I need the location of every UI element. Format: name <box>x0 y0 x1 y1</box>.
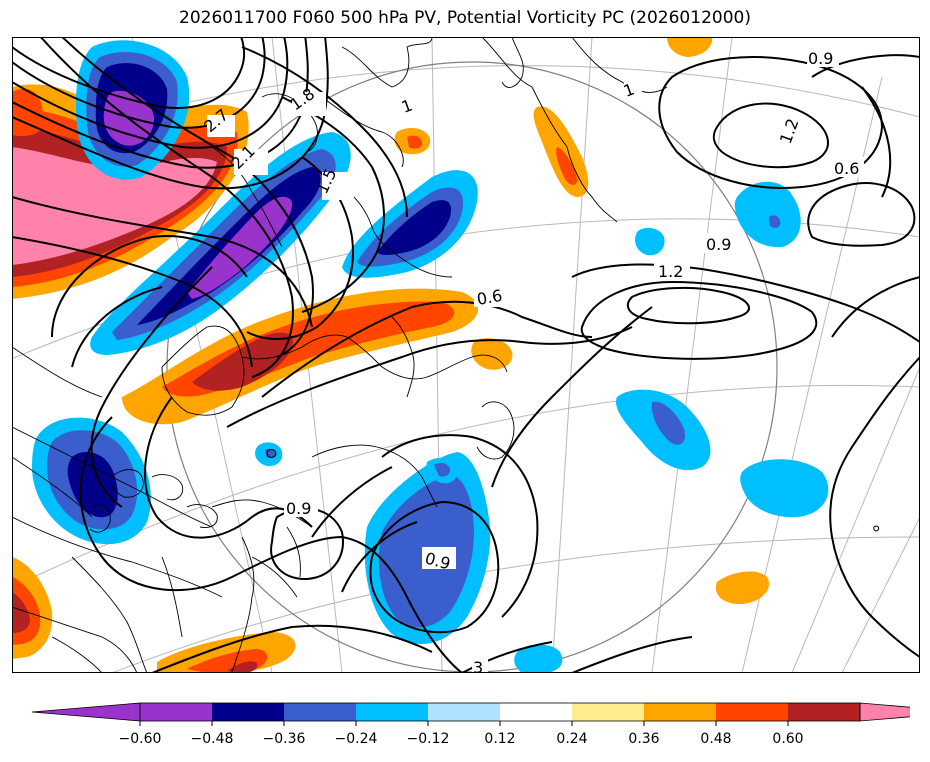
colorbar: −0.60 −0.48 −0.36 −0.24 −0.12 0.12 0.24 0.36 0.4… <box>31 702 910 747</box>
colorbar-bin <box>140 703 212 721</box>
colorbar-tick-label: −0.12 <box>407 731 450 747</box>
contour-label: 0.6 <box>475 286 503 309</box>
contour-label: 0.9 <box>706 235 731 254</box>
colorbar-bin <box>716 703 788 721</box>
colorbar-bin <box>644 703 716 721</box>
contour-label: 3 <box>473 658 483 673</box>
colorbar-tick-label: −0.60 <box>119 731 162 747</box>
colorbar-bin <box>212 703 284 721</box>
thin-contours <box>266 449 880 532</box>
contour-label: 0.9 <box>808 49 833 68</box>
coastlines <box>12 37 668 673</box>
colorbar-tick-label: 0.60 <box>772 731 803 747</box>
colorbar-bin <box>500 703 572 721</box>
colorbar-bin <box>572 703 644 721</box>
colorbar-ticks: −0.60 −0.48 −0.36 −0.24 −0.12 0.12 0.24 0.36 0.4… <box>119 721 804 747</box>
colorbar-bin <box>356 703 428 721</box>
contour-label: 0.9 <box>286 499 311 518</box>
colorbar-tick-label: 0.12 <box>484 731 515 747</box>
map-frame <box>12 37 920 673</box>
colorbar-tick-label: 0.36 <box>628 731 659 747</box>
colorbar-tick-label: −0.48 <box>191 731 234 747</box>
colorbar-tick-label: 0.48 <box>700 731 731 747</box>
pv-map: 0.9 1.2 0.6 0.9 1.2 0.6 1.8 2.1 1.5 2.7 … <box>12 37 920 673</box>
colorbar-blocks <box>31 702 910 722</box>
contour-label: 0.6 <box>834 159 859 178</box>
pv-contours <box>12 37 920 673</box>
colorbar-over-arrow <box>859 702 910 722</box>
map-title: 2026011700 F060 500 hPa PV, Potential Vo… <box>179 8 751 28</box>
colorbar-under-arrow <box>31 702 141 722</box>
contour-label: 1.2 <box>658 262 683 281</box>
pv-anomaly-fills <box>12 37 829 673</box>
colorbar-tick-label: −0.24 <box>335 731 378 747</box>
colorbar-tick-label: 0.24 <box>556 731 587 747</box>
colorbar-bin <box>788 703 860 721</box>
colorbar-tick-label: −0.36 <box>263 731 306 747</box>
contour-labels: 0.9 1.2 0.6 0.9 1.2 0.6 1.8 2.1 1.5 2.7 … <box>200 47 864 673</box>
colorbar-bin <box>284 703 356 721</box>
colorbar-bin <box>428 703 500 721</box>
